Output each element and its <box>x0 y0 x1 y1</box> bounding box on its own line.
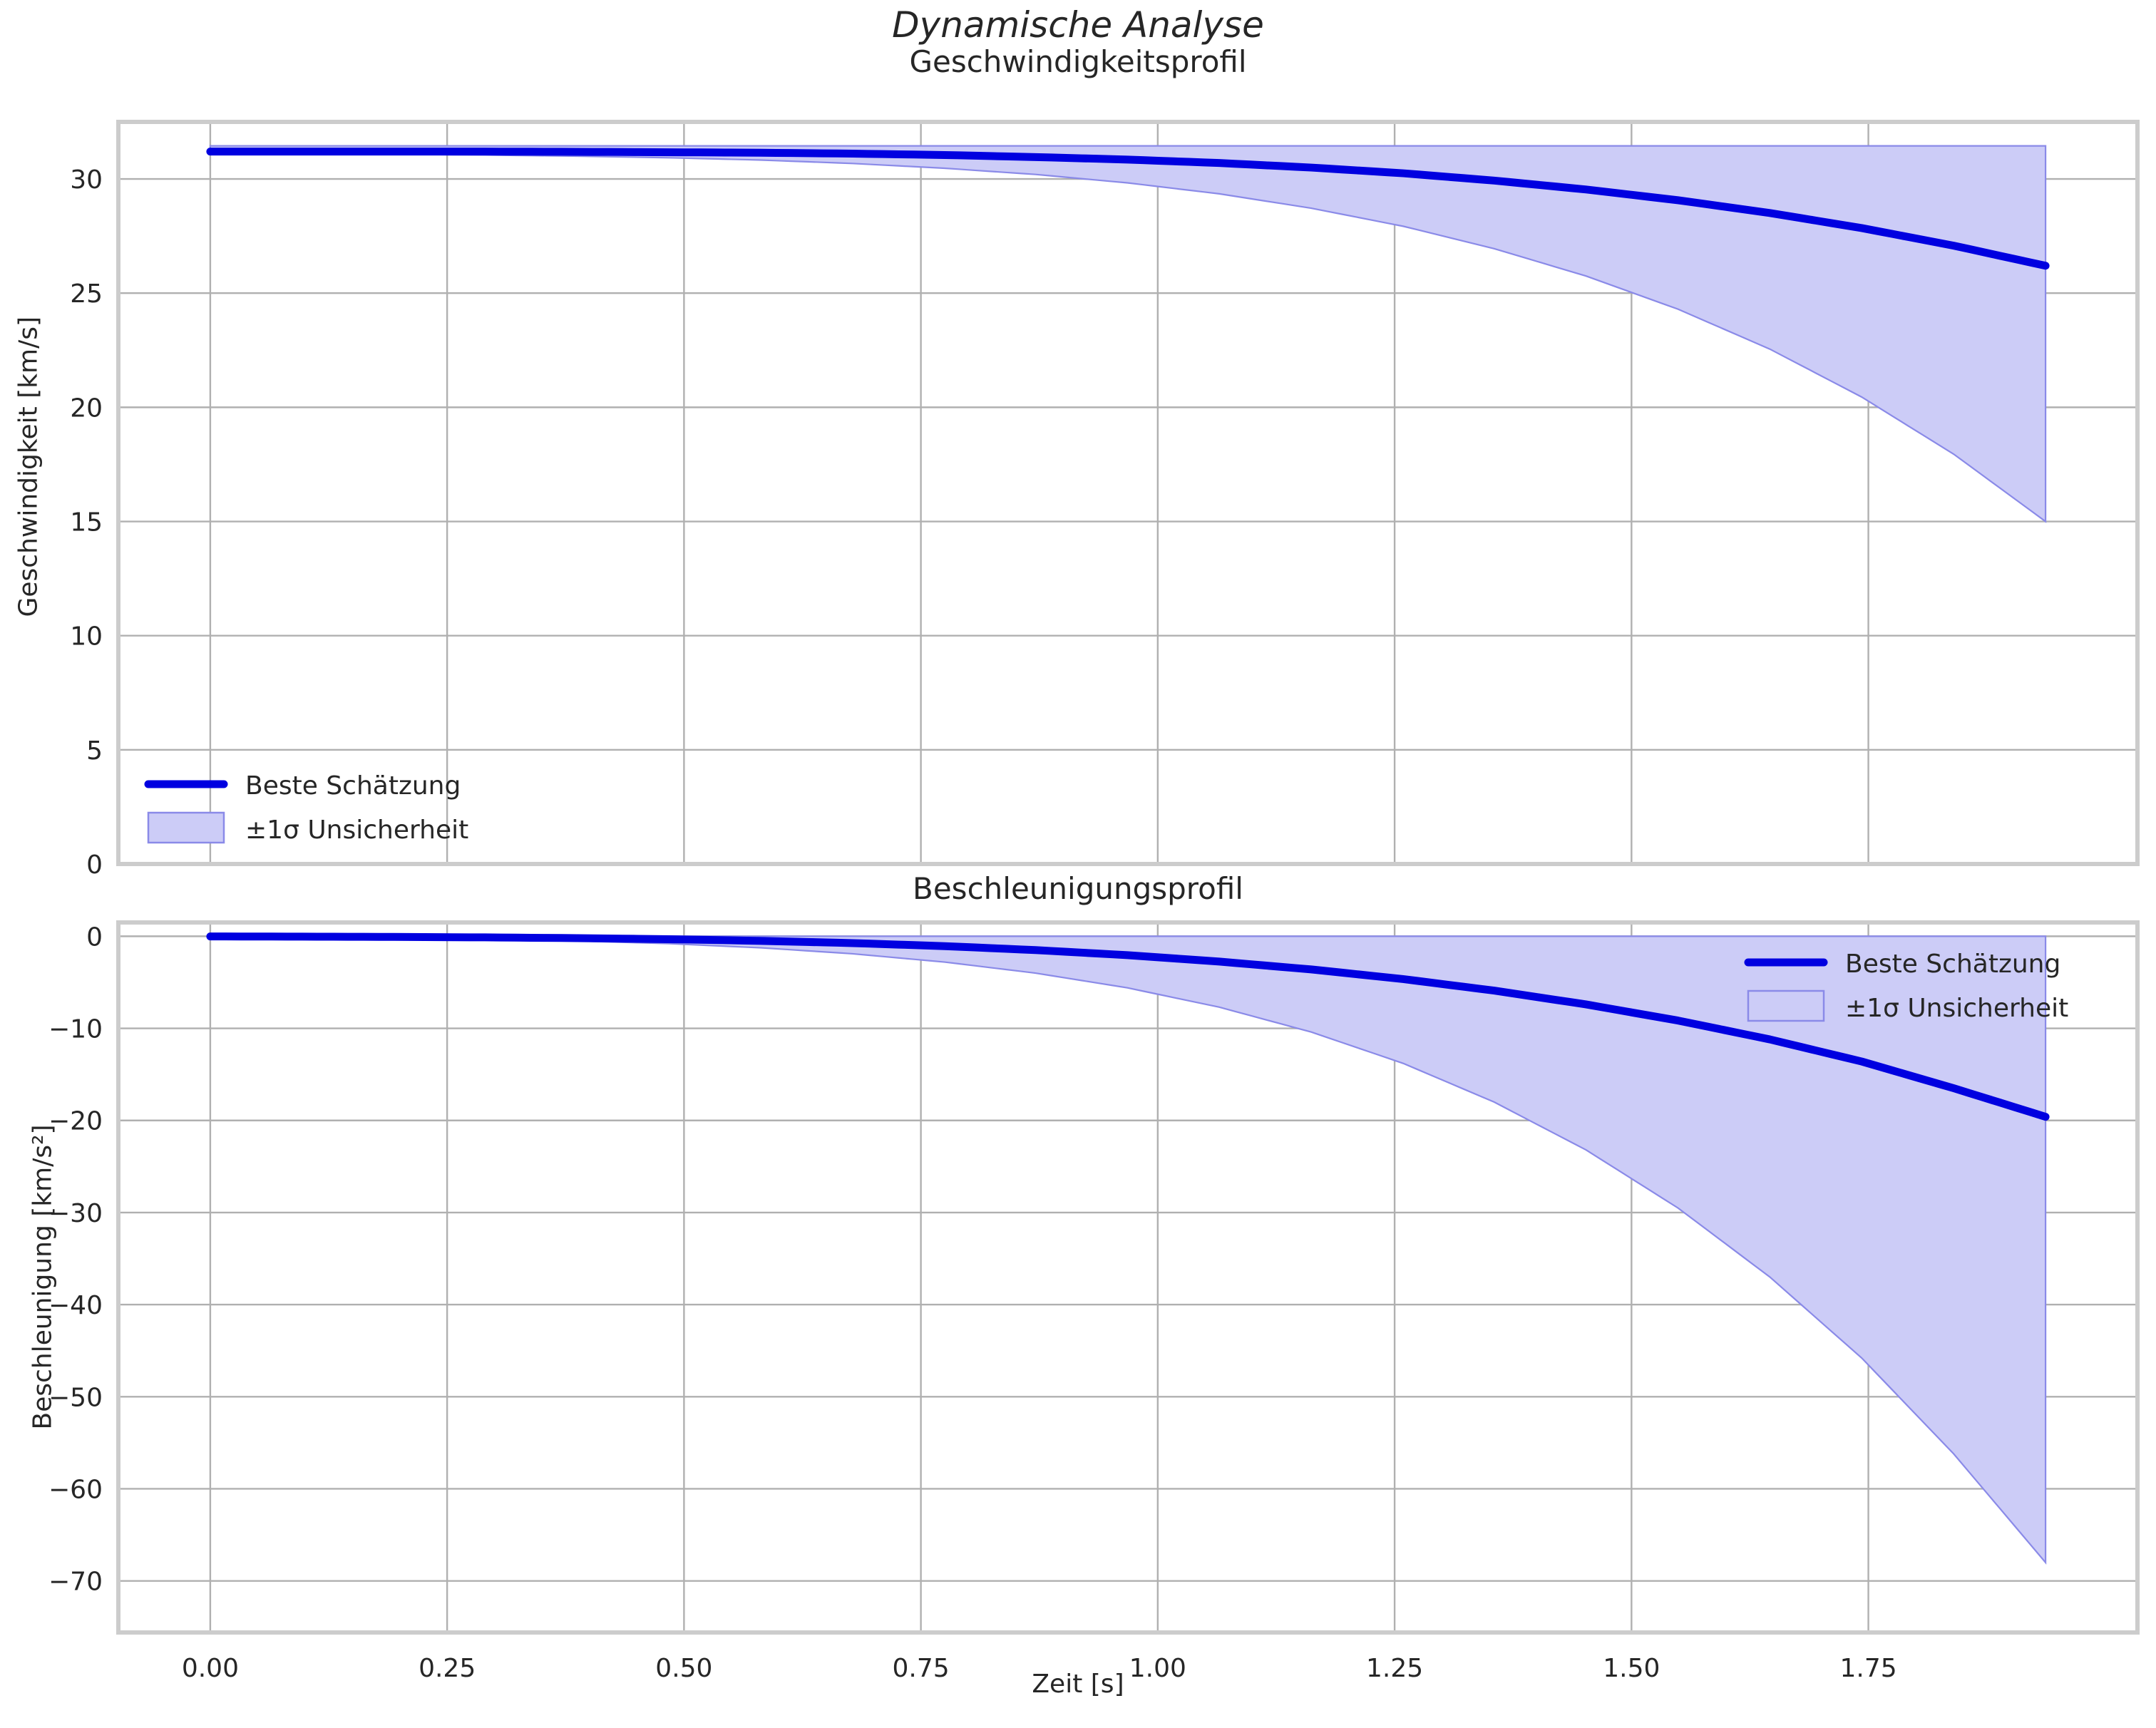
y-tick-label: 10 <box>70 622 103 652</box>
subplot-title-velocity: Geschwindigkeitsprofil <box>909 44 1247 79</box>
best-estimate-line <box>206 932 2050 1121</box>
legend-label-band: ±1σ Unsicherheit <box>1845 994 2068 1023</box>
y-tick-label: 5 <box>86 736 103 766</box>
legend-label-line: Beste Schätzung <box>1845 950 2060 979</box>
y-tick-label: 0 <box>86 922 103 952</box>
subplot-title-acceleration: Beschleunigungsprofil <box>913 871 1243 906</box>
y-axis-label-velocity: Geschwindigkeit [km/s] <box>14 316 43 617</box>
x-axis-label: Zeit [s] <box>1032 1670 1124 1699</box>
y-tick-label: 30 <box>70 165 103 195</box>
legend-label-band: ±1σ Unsicherheit <box>245 816 468 845</box>
best-estimate-line <box>206 148 2050 270</box>
legend-band-swatch <box>147 811 225 844</box>
y-tick-label: 25 <box>70 279 103 309</box>
axes-spines <box>116 120 2140 866</box>
y-tick-label: −60 <box>48 1475 103 1504</box>
axes-spines <box>116 920 2140 1635</box>
axes-acceleration: 0−10−20−30−40−50−60−700.00 0.25 0.50 0.75 1.… <box>48 920 2140 1683</box>
y-tick-label: −70 <box>48 1568 103 1597</box>
legend: Beste Schätzung ±1σ Unsicherheit <box>1744 950 2068 1023</box>
uncertainty-band <box>209 145 2047 523</box>
legend: Beste Schätzung ±1σ Unsicherheit <box>144 771 468 845</box>
y-tick-label: −10 <box>48 1015 103 1044</box>
y-axis-label-acceleration: Beschleunigung [km/s²] <box>28 1124 58 1430</box>
legend-band-swatch <box>1747 989 1825 1022</box>
legend-label-line: Beste Schätzung <box>245 771 461 801</box>
y-tick-label: 20 <box>70 394 103 423</box>
uncertainty-band <box>209 935 2047 1565</box>
figure-suptitle: Dynamische Analyse <box>892 4 1264 46</box>
y-tick-label: 15 <box>70 508 103 538</box>
